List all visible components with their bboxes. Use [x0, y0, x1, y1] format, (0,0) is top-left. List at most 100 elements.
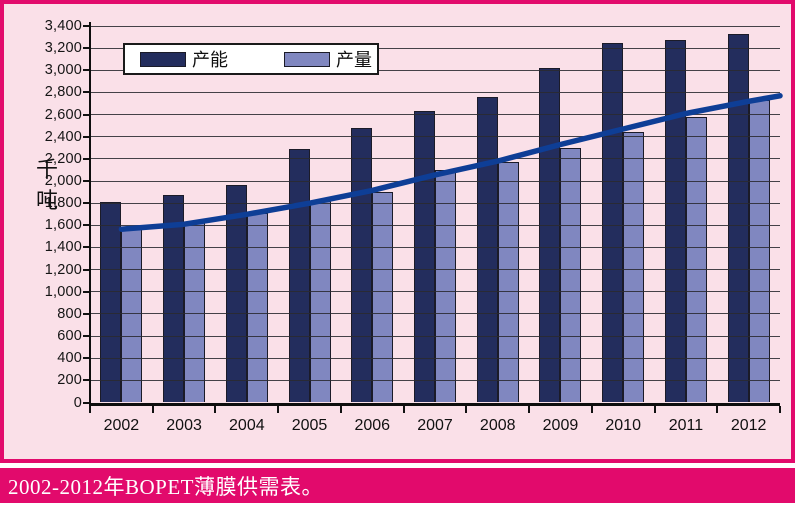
x-axis-tick	[214, 405, 217, 413]
x-axis-year-label: 2010	[605, 416, 641, 434]
y-axis-tick-label: 1,200	[44, 261, 82, 278]
capacity-swatch-icon	[140, 51, 186, 67]
y-axis-tick-label: 3,200	[44, 40, 82, 57]
plot-area: 0 200 400 600 800 1,000 1,200 1,400 1,600 1,800 2,…	[4, 4, 791, 459]
y-axis-tick	[83, 47, 90, 50]
output-swatch-icon	[284, 51, 330, 67]
y-axis-tick-label: 2,400	[44, 128, 82, 145]
gridline	[90, 379, 780, 381]
y-axis-tick-label: 2,000	[44, 173, 82, 190]
output-bar-2011	[685, 116, 707, 403]
capacity-bar-2011	[664, 40, 686, 403]
legend-label-capacity: 产能	[192, 50, 228, 70]
y-axis-tick	[83, 135, 90, 138]
x-axis-year-label: 2002	[103, 416, 140, 434]
output-bar-2006	[372, 192, 394, 403]
y-axis-tick	[83, 335, 90, 338]
x-axis-year-label: 2009	[542, 416, 579, 434]
x-axis-tick	[465, 405, 468, 413]
trend-line-path	[118, 93, 783, 232]
x-axis-tick	[339, 405, 342, 413]
y-axis-tick	[83, 268, 90, 271]
gridline	[90, 114, 780, 116]
y-axis-tick-label: 2,600	[44, 106, 82, 123]
x-axis-year-label: 2006	[354, 416, 391, 434]
y-axis-tick	[83, 224, 90, 227]
trend-line	[118, 93, 783, 232]
x-axis-tick	[653, 405, 656, 413]
y-axis-tick-label: 3,400	[44, 18, 82, 34]
y-axis-tick	[83, 69, 90, 72]
capacity-bar-2005	[288, 148, 310, 403]
y-axis-tick-label: 200	[57, 372, 82, 389]
capacity-bar-2012	[727, 33, 749, 403]
x-axis-tick	[89, 405, 91, 413]
capacity-bar-2002	[100, 202, 122, 403]
y-axis-tick-label: 600	[57, 328, 82, 345]
x-axis-year-label: 2011	[668, 416, 704, 434]
legend-item-output: 产量	[284, 46, 372, 72]
y-axis-tick-label: 1,600	[44, 217, 82, 234]
capacity-bar-2006	[351, 127, 373, 403]
gridline	[90, 313, 780, 315]
gridline	[90, 357, 780, 359]
y-axis-tick	[83, 202, 90, 205]
y-axis	[88, 22, 91, 406]
y-axis-tick-label: 2,200	[44, 150, 82, 167]
x-axis-tick	[716, 405, 719, 413]
y-axis-tick	[83, 180, 90, 183]
x-axis-tick	[151, 405, 154, 413]
output-bar-2010	[623, 132, 645, 403]
x-axis-tick	[528, 405, 531, 413]
output-bar-2009	[560, 147, 582, 403]
caption-bar: 2002-2012年BOPET薄膜供需表。	[0, 468, 795, 503]
gridline	[90, 25, 780, 27]
gridline	[90, 136, 780, 138]
x-axis-year-label: 2007	[417, 416, 453, 434]
y-axis-tick	[83, 91, 90, 94]
x-axis-tick	[590, 405, 593, 413]
y-axis-tick	[83, 401, 90, 404]
y-axis-tick-label: 3,000	[44, 62, 82, 79]
y-axis-tick-label: 2,800	[44, 84, 82, 101]
y-axis-tick	[83, 25, 90, 27]
capacity-bar-2009	[539, 68, 561, 403]
y-axis-title: 千吨	[35, 157, 58, 213]
capacity-bar-2004	[225, 185, 247, 403]
gridline	[90, 335, 780, 337]
y-axis-tick	[83, 246, 90, 249]
x-axis-year-label: 2004	[229, 416, 265, 434]
caption-text: 2002-2012年BOPET薄膜供需表。	[8, 474, 323, 499]
y-axis-tick-label: 400	[57, 350, 82, 367]
y-axis-tick-label: 0	[73, 394, 82, 411]
legend: 产能 产量	[123, 43, 379, 75]
gridline	[90, 202, 780, 204]
legend-item-capacity: 产能	[140, 46, 228, 72]
chart-panel: 0 200 400 600 800 1,000 1,200 1,400 1,600 1,800 2,…	[0, 0, 795, 463]
gridline	[90, 158, 780, 160]
y-axis-tick	[83, 290, 90, 293]
x-axis-tick	[779, 405, 781, 413]
gridline	[90, 69, 780, 71]
y-axis-tick-label: 800	[57, 305, 82, 322]
y-axis-tick	[83, 312, 90, 315]
x-axis-year-label: 2003	[166, 416, 202, 434]
y-axis-tick	[83, 379, 90, 382]
x-axis-year-label: 2008	[479, 416, 516, 434]
capacity-bar-2007	[414, 111, 435, 403]
output-bar-2008	[497, 162, 519, 403]
x-axis-tick	[402, 405, 405, 413]
x-axis	[88, 402, 780, 406]
y-axis-tick	[83, 157, 90, 160]
gridline	[90, 246, 780, 248]
legend-label-output: 产量	[336, 50, 372, 70]
gridline	[90, 180, 780, 182]
y-axis-tick-label: 1,000	[44, 283, 82, 300]
x-axis-year-label: 2005	[291, 416, 328, 434]
y-axis-tick	[83, 357, 90, 360]
capacity-bar-2008	[476, 96, 498, 403]
gridline	[90, 47, 780, 49]
y-axis-tick	[83, 113, 90, 116]
x-axis-year-label: 2012	[730, 416, 767, 434]
x-axis-tick	[277, 405, 280, 413]
